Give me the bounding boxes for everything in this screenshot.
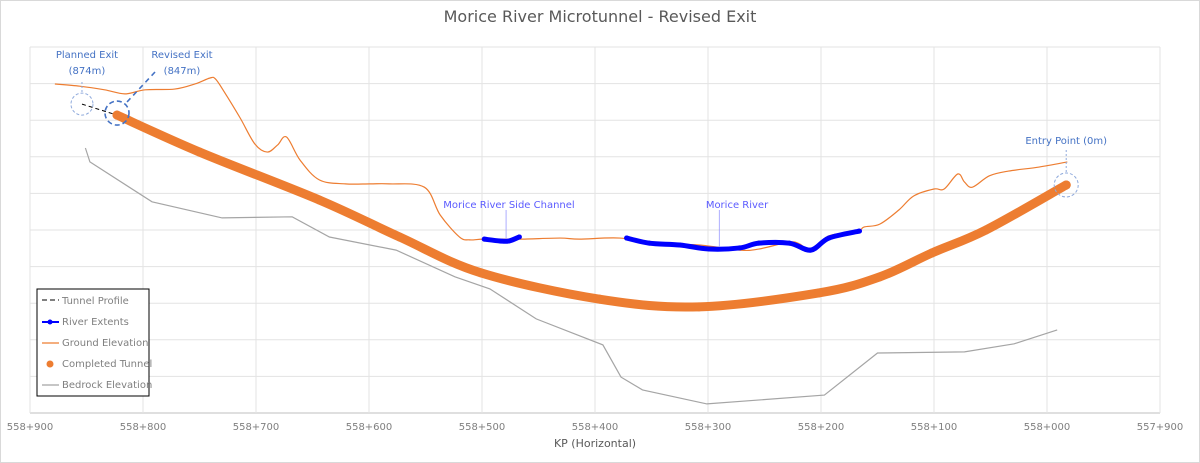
x-tick-labels: 558+900 558+800 558+700 558+600 558+500 558+4… xyxy=(7,422,1184,433)
tunnel-profile-line xyxy=(81,103,118,116)
gridlines xyxy=(29,46,1161,414)
legend-river-extents: River Extents xyxy=(62,317,129,328)
river-extents-point xyxy=(706,246,712,252)
bedrock-elevation-line xyxy=(84,147,1058,405)
river-extents-point xyxy=(516,234,522,240)
x-tick-label: 558+700 xyxy=(233,422,280,433)
x-tick-label: 558+800 xyxy=(120,422,167,433)
x-tick-label: 558+100 xyxy=(911,422,958,433)
x-tick-label: 558+300 xyxy=(685,422,732,433)
river-extents-point xyxy=(497,238,503,244)
series-layer xyxy=(54,76,1071,405)
x-tick-label: 558+900 xyxy=(7,422,54,433)
river-extents-point xyxy=(737,245,743,251)
annotations: Planned Exit (874m) Revised Exit (847m) Entr… xyxy=(56,50,1107,248)
x-axis-title: KP (Horizontal) xyxy=(554,437,636,450)
completed-tunnel-point xyxy=(395,232,405,242)
annotation-label: (874m) xyxy=(69,66,106,77)
annotation-label: Revised Exit xyxy=(151,50,212,61)
completed-tunnel-point xyxy=(195,147,204,157)
completed-tunnel-point xyxy=(927,248,937,258)
completed-tunnel-point xyxy=(595,294,605,304)
completed-tunnel-point xyxy=(1061,180,1071,190)
annotation-label: Entry Point (0m) xyxy=(1025,136,1107,147)
revised-exit-leader xyxy=(125,71,156,104)
completed-tunnel-point xyxy=(476,268,486,278)
completed-tunnel-point xyxy=(694,302,704,312)
river-extents-line xyxy=(624,228,862,253)
river-extents-point xyxy=(677,242,683,248)
legend-ground-elevation: Ground Elevation xyxy=(62,338,148,349)
annotation-label: Morice River xyxy=(706,200,769,211)
legend-completed-tunnel-swatch xyxy=(46,360,54,368)
chart-title: Morice River Microtunnel - Revised Exit xyxy=(444,7,757,26)
annotation-label: Planned Exit xyxy=(56,50,118,61)
legend: Tunnel Profile River Extents Ground Elev… xyxy=(36,288,152,397)
river-extents-point xyxy=(856,228,862,234)
x-tick-label: 558+400 xyxy=(572,422,619,433)
completed-tunnel-point xyxy=(875,272,885,282)
river-extents-line xyxy=(481,234,522,244)
river-extents-point xyxy=(826,235,832,241)
completed-tunnel-trace xyxy=(112,110,1071,312)
legend-bedrock-elevation: Bedrock Elevation xyxy=(62,380,152,391)
river-extents-point xyxy=(646,240,652,246)
x-tick-label: 558+200 xyxy=(798,422,845,433)
river-extents-point xyxy=(786,240,792,246)
completed-tunnel-point xyxy=(314,195,324,205)
legend-completed-tunnel: Completed Tunnel xyxy=(62,359,152,370)
x-tick-label: 558+500 xyxy=(459,422,506,433)
planned-exit-circle xyxy=(70,92,94,116)
completed-tunnel-point xyxy=(981,225,991,235)
x-tick-label: 558+600 xyxy=(346,422,393,433)
annotation-label: (847m) xyxy=(164,66,201,77)
ground-elevation-line xyxy=(54,76,1068,252)
revised-exit-circle xyxy=(104,100,130,126)
x-tick-label: 558+000 xyxy=(1024,422,1071,433)
entry-point-circle xyxy=(1053,172,1079,198)
legend-river-extents-marker xyxy=(47,319,53,325)
river-extents-point xyxy=(506,238,512,244)
river-extents-point xyxy=(756,240,762,246)
completed-tunnel-point xyxy=(112,110,122,120)
river-extents-point xyxy=(808,247,814,253)
legend-tunnel-profile: Tunnel Profile xyxy=(61,296,129,307)
completed-tunnel-point xyxy=(814,288,824,298)
river-extents-point xyxy=(624,235,630,241)
annotation-label: Morice River Side Channel xyxy=(443,200,574,211)
river-extents-point xyxy=(481,236,487,242)
x-tick-label: 557+900 xyxy=(1137,422,1184,433)
